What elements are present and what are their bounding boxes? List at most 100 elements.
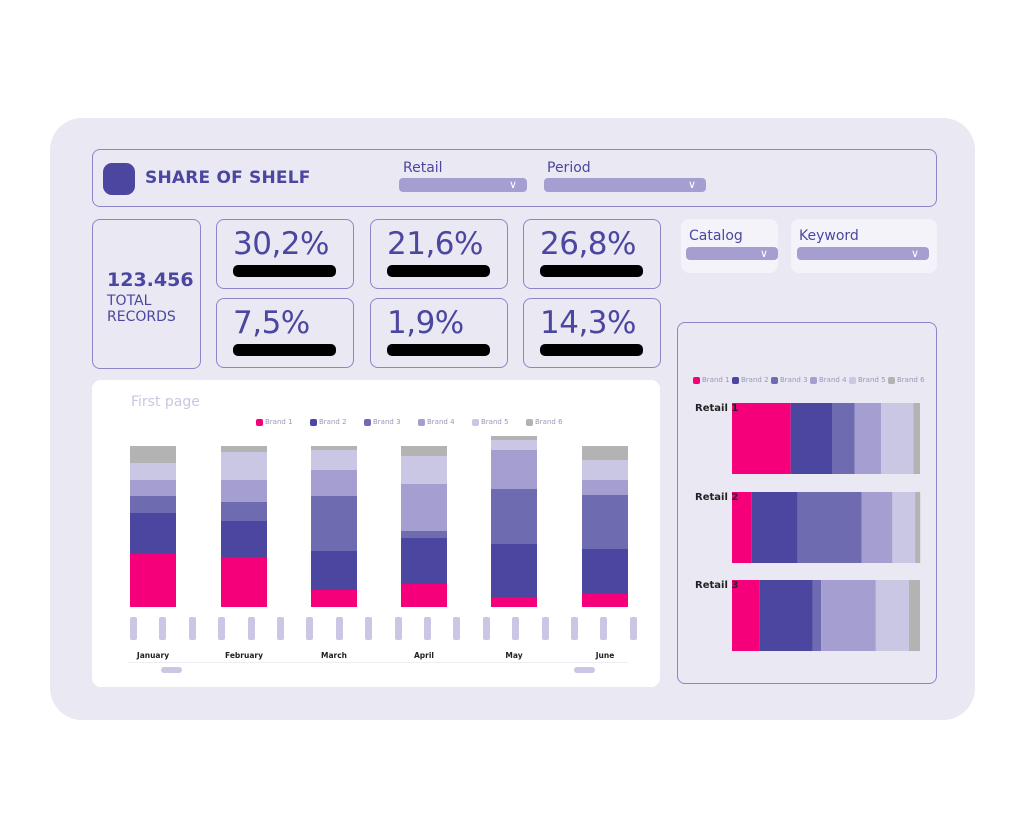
legend-label: Brand 3 <box>373 418 401 426</box>
bar-segment-brand-2 <box>221 521 267 557</box>
legend-item: Brand 6 <box>888 376 925 384</box>
legend-label: Brand 5 <box>481 418 509 426</box>
bar-segment-brand-5 <box>401 456 447 484</box>
bar-segment-brand-3 <box>491 489 537 544</box>
total-label-line1: TOTAL <box>107 293 152 309</box>
month-label: June <box>595 651 615 660</box>
hbar-segment-brand-4 <box>821 580 876 651</box>
hbar-segment-brand-1 <box>732 492 752 563</box>
total-records-card: 123.456 TOTAL RECORDS <box>92 219 201 369</box>
axis-tick-marker <box>365 617 373 640</box>
legend-item: Brand 4 <box>810 376 847 384</box>
bar-segment-brand-3 <box>401 531 447 538</box>
month-label: February <box>225 651 263 660</box>
hbar-segment-brand-6 <box>915 492 921 563</box>
bar-segment-brand-2 <box>401 538 447 584</box>
legend-swatch <box>849 376 856 384</box>
bar-segment-brand-1 <box>311 590 357 607</box>
chart-title: First page <box>131 394 200 410</box>
bar-segment-brand-1 <box>130 554 176 607</box>
legend-label: Brand 4 <box>427 418 455 426</box>
hbar-segment-brand-5 <box>892 492 916 563</box>
hbar-segment-brand-3 <box>812 580 822 651</box>
legend-label: Brand 5 <box>858 376 886 384</box>
bar-segment-brand-3 <box>311 496 357 551</box>
retail-label: Retail 1 <box>695 403 739 414</box>
hbar-segment-brand-4 <box>861 492 893 563</box>
bar-segment-brand-4 <box>311 470 357 496</box>
bar-segment-brand-6 <box>221 446 267 452</box>
legend-swatch <box>256 418 263 426</box>
keyword-dropdown[interactable]: ∨ <box>797 247 929 260</box>
scroll-handle-right[interactable] <box>574 667 595 673</box>
bar-segment-brand-5 <box>491 440 537 450</box>
hbar-segment-brand-1 <box>732 403 791 474</box>
chevron-down-icon: ∨ <box>910 247 919 260</box>
legend-label: Brand 3 <box>780 376 808 384</box>
app-logo-icon <box>103 163 135 195</box>
period-dropdown[interactable]: ∨ <box>544 178 706 192</box>
bar-segment-brand-2 <box>491 544 537 597</box>
legend-swatch <box>888 376 895 384</box>
bar-segment-brand-4 <box>221 480 267 502</box>
bar-segment-brand-5 <box>130 463 176 480</box>
axis-tick-marker <box>247 617 255 640</box>
kpi-redacted-bar <box>387 344 490 356</box>
bar-segment-brand-1 <box>582 594 628 607</box>
axis-tick-marker <box>188 617 196 640</box>
bar-segment-brand-3 <box>130 496 176 513</box>
kpi-card: 1,9% <box>370 298 508 368</box>
bar-segment-brand-2 <box>582 549 628 594</box>
hbar-segment-brand-1 <box>732 580 760 651</box>
legend-swatch <box>310 418 317 426</box>
keyword-filter-label: Keyword <box>799 228 859 244</box>
month-label: March <box>320 651 347 660</box>
hbar-segment-brand-3 <box>797 492 862 563</box>
page-title: SHARE OF SHELF <box>145 168 311 188</box>
hbar-segment-brand-2 <box>751 492 798 563</box>
kpi-redacted-bar <box>540 344 643 356</box>
hbar-segment-brand-2 <box>759 580 813 651</box>
scroll-handle-left[interactable] <box>161 667 182 673</box>
legend-swatch <box>810 376 817 384</box>
kpi-card: 26,8% <box>523 219 661 289</box>
bar-segment-brand-6 <box>311 446 357 450</box>
kpi-card: 21,6% <box>370 219 508 289</box>
total-records-value: 123.456 <box>107 269 194 291</box>
catalog-dropdown[interactable]: ∨ <box>686 247 778 260</box>
bar-segment-brand-5 <box>582 460 628 480</box>
retail-label: Retail 3 <box>695 580 739 591</box>
kpi-value: 7,5% <box>233 305 310 341</box>
kpi-card: 30,2% <box>216 219 354 289</box>
legend-item: Brand 3 <box>364 418 401 426</box>
legend-item: Brand 3 <box>771 376 808 384</box>
axis-tick-marker <box>453 617 461 640</box>
axis-tick-marker <box>600 617 608 640</box>
kpi-card: 14,3% <box>523 298 661 368</box>
bar-segment-brand-6 <box>401 446 447 456</box>
bar-segment-brand-4 <box>491 450 537 489</box>
kpi-value: 1,9% <box>387 305 464 341</box>
legend-swatch <box>418 418 425 426</box>
bar-segment-brand-6 <box>491 436 537 440</box>
legend-item: Brand 5 <box>472 418 509 426</box>
chevron-down-icon: ∨ <box>508 178 517 191</box>
legend-item: Brand 6 <box>526 418 563 426</box>
axis-tick-marker <box>306 617 314 640</box>
kpi-value: 21,6% <box>387 226 483 262</box>
bar-segment-brand-1 <box>221 557 267 607</box>
bar-segment-brand-2 <box>130 513 176 554</box>
legend-item: Brand 2 <box>732 376 769 384</box>
legend-label: Brand 4 <box>819 376 847 384</box>
chevron-down-icon: ∨ <box>759 247 768 260</box>
legend-swatch <box>364 418 371 426</box>
total-label-line2: RECORDS <box>107 309 176 325</box>
catalog-filter: Catalog ∨ <box>681 219 778 273</box>
retail-dropdown[interactable]: ∨ <box>399 178 527 192</box>
bar-segment-brand-5 <box>221 452 267 480</box>
legend-label: Brand 6 <box>897 376 925 384</box>
legend-item: Brand 1 <box>693 376 730 384</box>
bar-segment-brand-3 <box>582 495 628 549</box>
bar-segment-brand-2 <box>311 551 357 590</box>
